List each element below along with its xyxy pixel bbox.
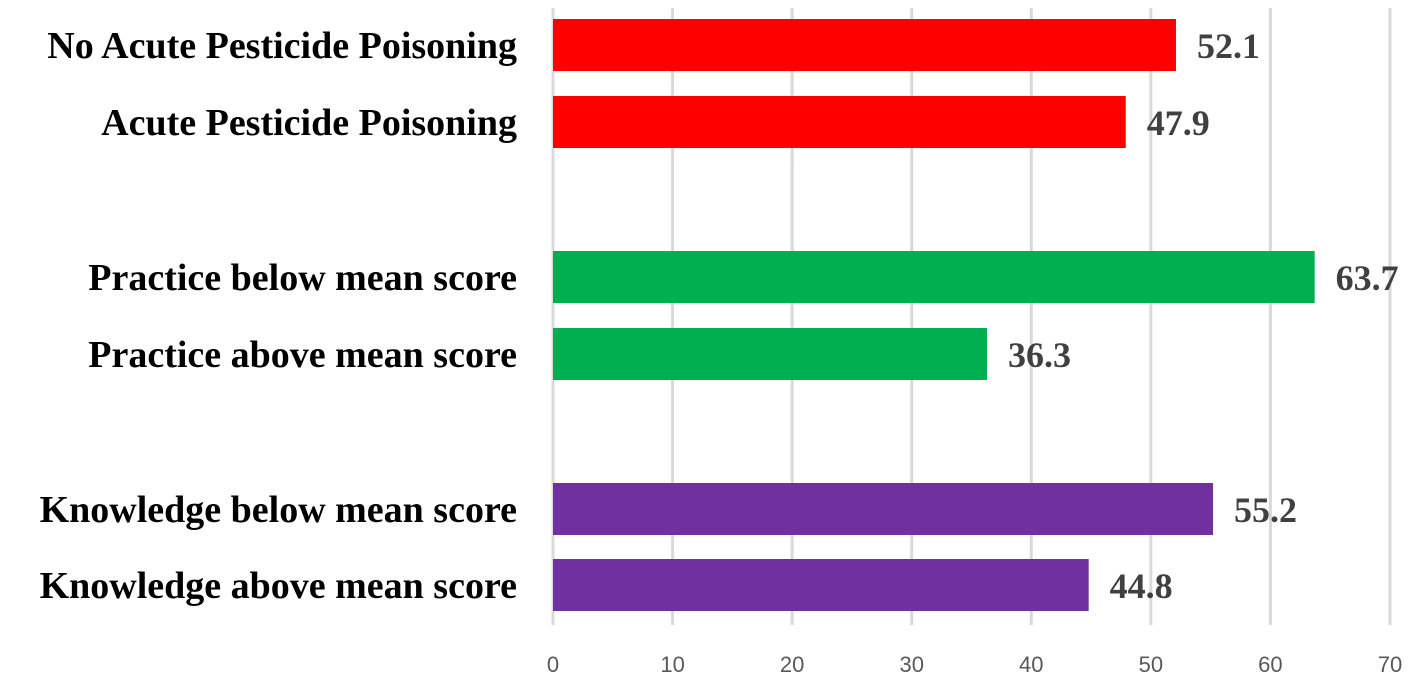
x-tick-label: 70 (1378, 652, 1402, 677)
data-label: 55.2 (1234, 490, 1297, 530)
bar (553, 96, 1126, 148)
category-label: Practice above mean score (88, 334, 517, 376)
value-labels: 52.1 47.9 63.7 36.3 55.2 44.8 (1008, 26, 1399, 606)
bar (553, 483, 1214, 535)
x-axis-tick-labels: 0 10 20 30 40 50 60 70 (547, 652, 1402, 677)
x-tick-label: 60 (1258, 652, 1282, 677)
data-label: 52.1 (1197, 26, 1260, 66)
category-label: Practice below mean score (88, 257, 517, 299)
bar (553, 559, 1089, 611)
data-label: 63.7 (1336, 258, 1399, 298)
category-label: No Acute Pesticide Poisoning (47, 25, 517, 67)
x-tick-label: 50 (1139, 652, 1163, 677)
bar (553, 19, 1176, 71)
x-tick-label: 10 (660, 652, 684, 677)
category-label: Knowledge above mean score (40, 565, 517, 607)
bar (553, 251, 1315, 303)
data-label: 47.9 (1147, 103, 1210, 143)
bar (553, 328, 988, 380)
x-tick-label: 30 (899, 652, 923, 677)
category-label: Acute Pesticide Poisoning (101, 102, 517, 144)
x-tick-label: 40 (1019, 652, 1043, 677)
data-label: 44.8 (1110, 566, 1173, 606)
bars (553, 19, 1315, 611)
data-label: 36.3 (1008, 335, 1071, 375)
category-label: Knowledge below mean score (40, 489, 517, 531)
x-tick-label: 20 (780, 652, 804, 677)
x-tick-label: 0 (547, 652, 559, 677)
category-labels: No Acute Pesticide Poisoning Acute Pestic… (40, 25, 517, 607)
